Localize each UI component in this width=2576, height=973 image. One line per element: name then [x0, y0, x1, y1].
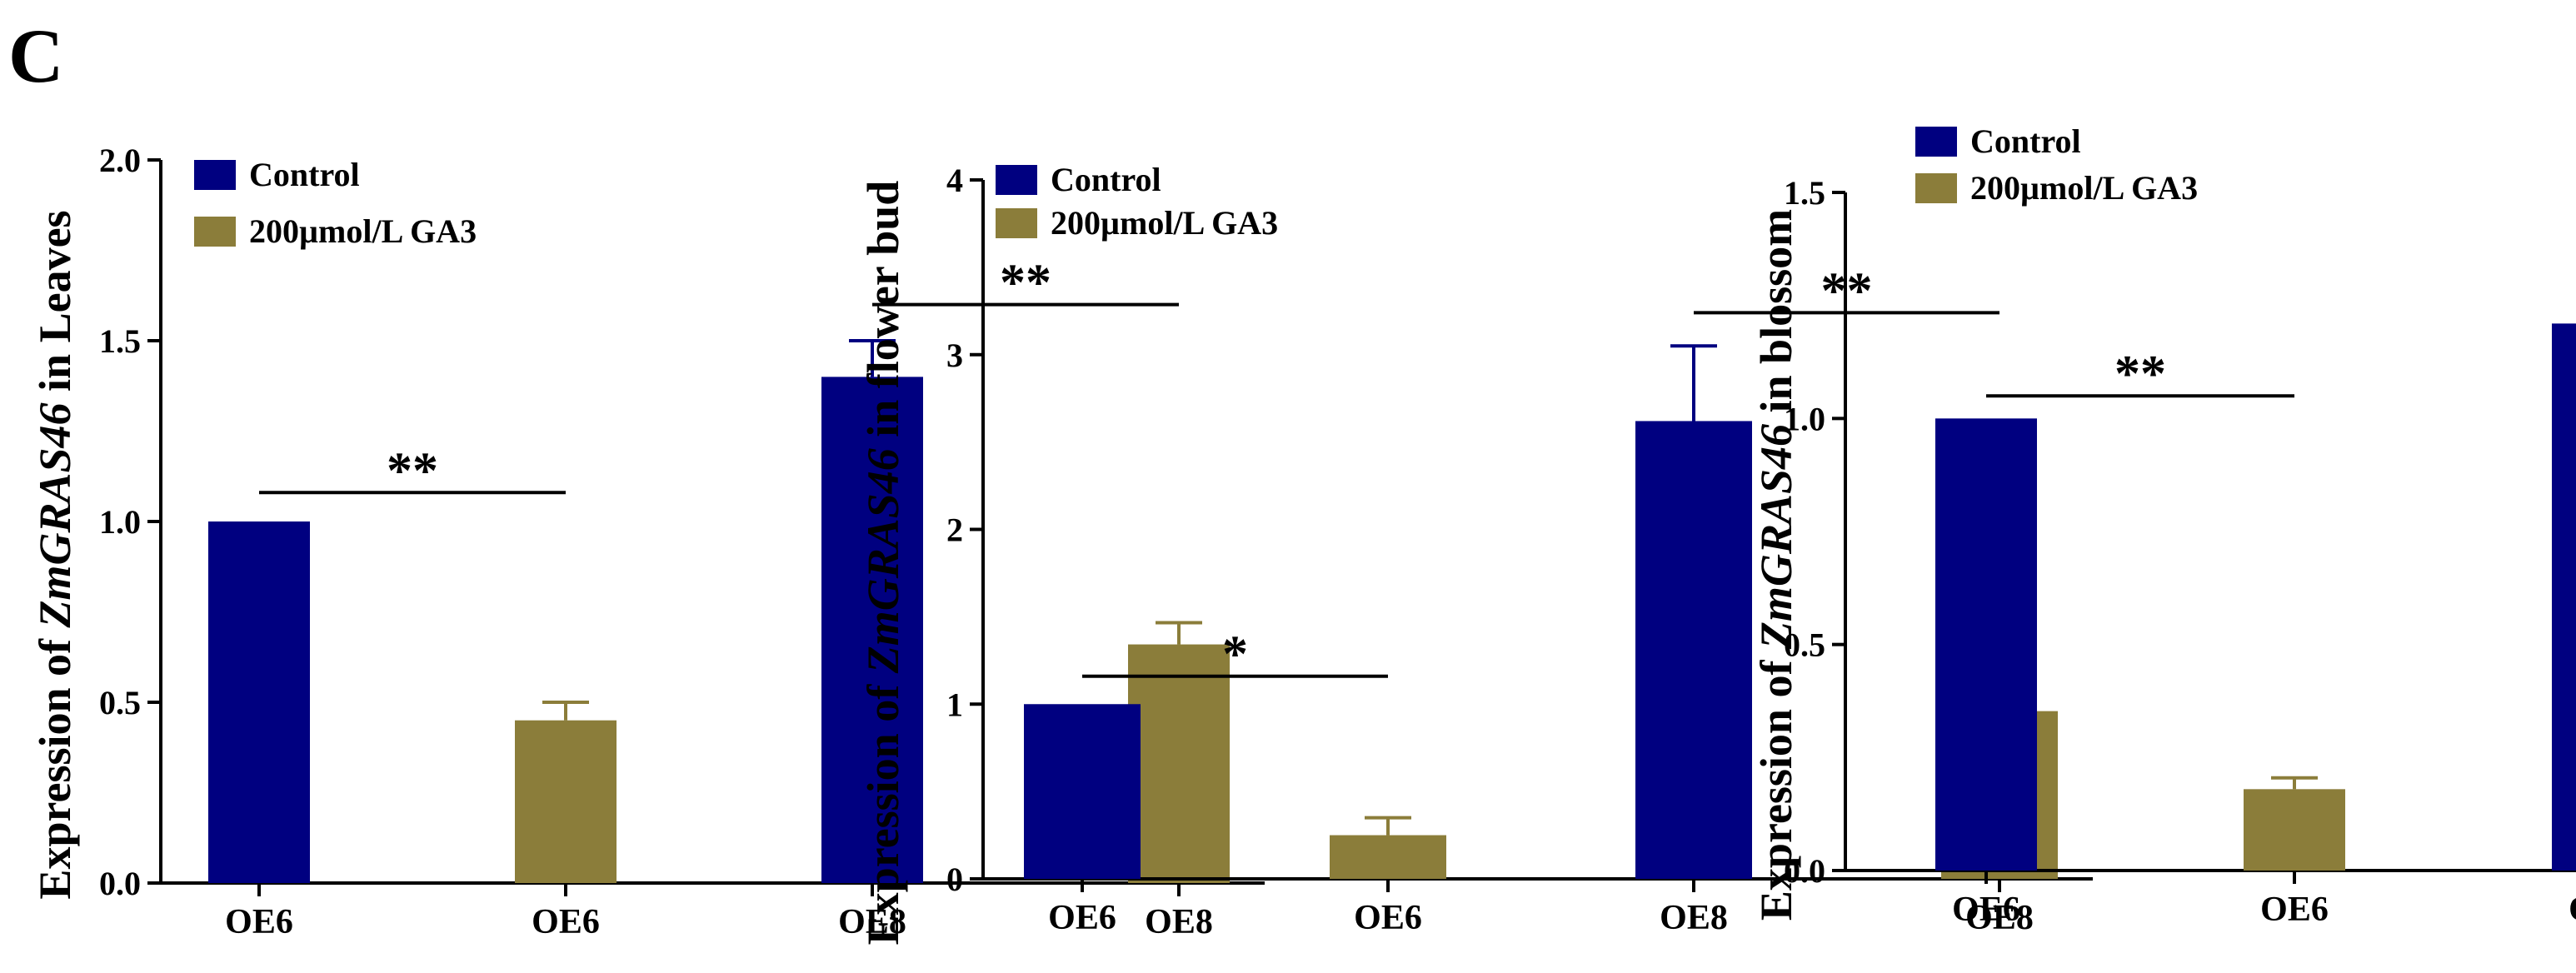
y-axis-label-gene: ZmGRAS46 — [858, 448, 908, 674]
x-tick-label: OE8 — [1660, 899, 1728, 937]
y-tick-label: 3 — [946, 337, 963, 374]
x-tick-label: OE8 — [1145, 903, 1213, 941]
x-tick-label: OE6 — [1952, 891, 2020, 929]
y-axis-label: Expression of ZmGRAS46 in blossom — [1751, 209, 1801, 921]
bar — [1128, 644, 1230, 883]
x-tick-label: OE6 — [1048, 899, 1116, 937]
x-tick-label: OE6 — [1354, 899, 1422, 937]
legend-label: 200µmol/L GA3 — [1970, 169, 2198, 207]
y-axis-label-suffix: in flower bud — [858, 181, 908, 449]
legend-swatch — [1915, 173, 1957, 203]
significance-label: ** — [2114, 346, 2166, 402]
legend-label: Control — [1051, 161, 1161, 198]
y-axis-label-suffix: in Leaves — [30, 210, 80, 402]
bar — [821, 377, 923, 883]
y-tick-label: 0.5 — [99, 684, 141, 721]
legend-label: 200µmol/L GA3 — [1051, 204, 1278, 242]
y-tick-label: 2.0 — [99, 142, 141, 179]
legend-swatch — [1915, 127, 1957, 157]
y-axis-label-prefix: Expression of — [1751, 649, 1801, 921]
x-tick-label: OE6 — [225, 903, 293, 941]
bar — [515, 720, 617, 883]
y-tick-label: 4 — [946, 162, 963, 199]
y-tick-label: 0.5 — [1784, 626, 1825, 664]
legend-swatch — [194, 160, 236, 190]
legend-label: Control — [1970, 122, 2081, 160]
significance-label: * — [1222, 626, 1248, 683]
x-tick-label: OE8 — [1965, 899, 2034, 937]
y-tick-label: 0.0 — [1784, 852, 1825, 890]
legend-label: 200µmol/L GA3 — [249, 212, 477, 250]
bar — [2244, 789, 2345, 871]
bar — [2552, 323, 2576, 871]
significance-label: ** — [387, 442, 438, 499]
x-tick-label: OE6 — [2260, 891, 2329, 929]
significance-label: ** — [1000, 255, 1051, 312]
y-axis-label: Expression of ZmGRAS46 in flower bud — [858, 181, 908, 946]
bar — [208, 521, 310, 883]
y-tick-label: 0.0 — [99, 865, 141, 902]
y-axis-label-suffix: in blossom — [1751, 209, 1801, 424]
bar — [1024, 704, 1141, 879]
y-tick-label: 0 — [946, 861, 963, 898]
y-tick-label: 1.5 — [1784, 174, 1825, 212]
y-tick-label: 2 — [946, 511, 963, 549]
y-axis-label-prefix: Expression of — [30, 628, 80, 900]
bar — [1330, 835, 1446, 879]
y-tick-label: 1.0 — [99, 503, 141, 541]
bar — [1935, 418, 2037, 871]
chart-panel-3: 0.00.51.01.5OE6OE6OE8OE8****Control200µm… — [1751, 122, 2576, 929]
x-tick-label: OE8 — [2569, 891, 2576, 929]
y-axis-label: Expression of ZmGRAS46 in Leaves — [30, 210, 80, 899]
y-tick-label: 1.0 — [1784, 400, 1825, 437]
y-axis-label-gene: ZmGRAS46 — [1751, 424, 1801, 650]
y-axis-label-gene: ZmGRAS46 — [30, 402, 80, 628]
x-tick-label: OE8 — [838, 903, 906, 941]
legend-label: Control — [249, 156, 360, 193]
bar — [1635, 421, 1752, 880]
y-tick-label: 1 — [946, 686, 963, 723]
legend-swatch — [194, 217, 236, 247]
legend-swatch — [996, 165, 1037, 195]
panel-letter: C — [8, 13, 63, 98]
y-tick-label: 1.5 — [99, 322, 141, 360]
y-axis-label-prefix: Expression of — [858, 673, 908, 945]
x-tick-label: OE6 — [532, 903, 600, 941]
legend-swatch — [996, 208, 1037, 238]
